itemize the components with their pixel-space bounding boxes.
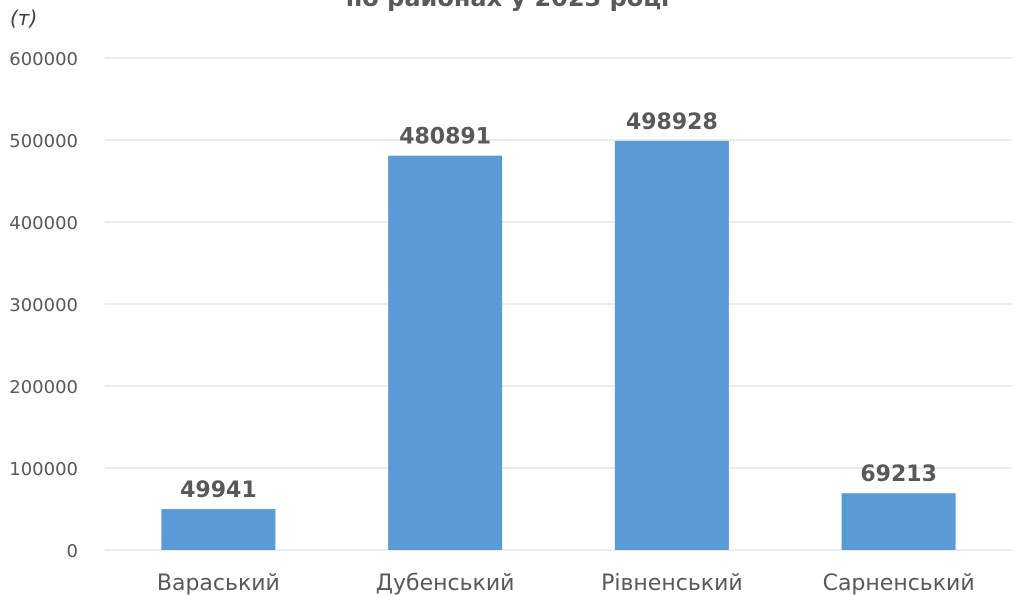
y-tick-label: 400000 (9, 213, 78, 234)
y-tick-label: 600000 (9, 49, 78, 70)
x-tick-label: Дубенський (376, 571, 515, 595)
x-tick-label: Сарненський (823, 571, 975, 595)
y-tick-label: 100000 (9, 459, 78, 480)
bar (614, 140, 729, 551)
data-label: 69213 (860, 462, 937, 487)
bar (388, 155, 503, 550)
chart-title: по районах у 2023 році (0, 0, 1015, 12)
y-tick-label: 300000 (9, 295, 78, 316)
data-label: 480891 (399, 125, 491, 150)
bar (841, 493, 956, 550)
y-tick-label: 200000 (9, 377, 78, 398)
y-tick-label: 500000 (9, 131, 78, 152)
y-tick-label: 0 (67, 541, 78, 562)
x-tick-label: Рівненський (601, 571, 743, 595)
x-tick-label: Вараський (157, 571, 280, 595)
data-label: 498928 (626, 110, 718, 135)
data-label: 49941 (180, 478, 257, 503)
bar (161, 509, 276, 550)
y-axis-unit-label: (т) (10, 6, 38, 30)
